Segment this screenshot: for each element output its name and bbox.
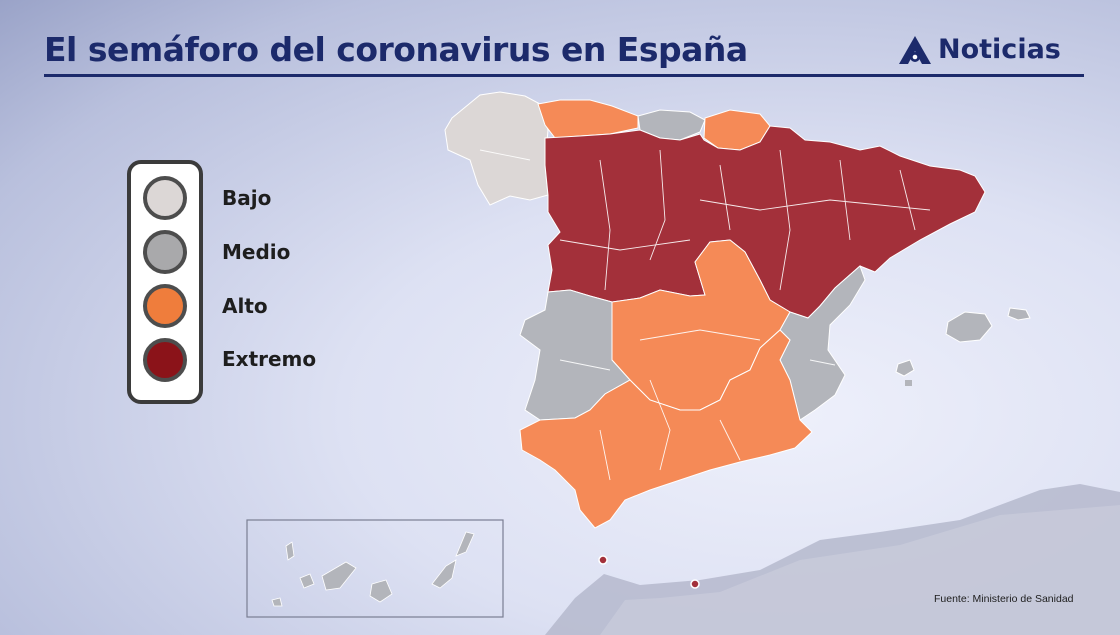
- traffic-light-legend: [127, 160, 203, 404]
- region-galicia: [444, 91, 549, 206]
- legend-label-bajo: Bajo: [222, 186, 272, 210]
- legend-label-extremo: Extremo: [222, 347, 317, 371]
- brand-name: Noticias: [938, 34, 1061, 65]
- light-medio: [143, 230, 187, 274]
- light-alto: [143, 284, 187, 328]
- region-ceuta: [598, 555, 608, 565]
- region-formentera: [905, 380, 912, 386]
- region-south-alto: [519, 329, 813, 529]
- region-mallorca: [945, 311, 993, 343]
- region-melilla: [690, 579, 700, 589]
- region-menorca: [1007, 307, 1031, 321]
- legend-label-alto: Alto: [222, 294, 268, 318]
- brand-logo: Noticias: [898, 34, 1061, 65]
- region-asturias: [537, 99, 639, 139]
- province-borders: [479, 149, 931, 481]
- africa-landmass-light: [600, 505, 1120, 635]
- source-note: Fuente: Ministerio de Sanidad: [934, 593, 1074, 605]
- canary-islands: [271, 531, 475, 607]
- canary-islands-inset: [246, 519, 504, 618]
- light-bajo: [143, 176, 187, 220]
- title-underline: [44, 74, 1084, 77]
- light-extremo: [143, 338, 187, 382]
- antena3-logo-icon: [899, 35, 931, 64]
- page-title: El semáforo del coronavirus en España: [44, 30, 748, 69]
- region-ibiza: [895, 359, 915, 377]
- legend-label-medio: Medio: [222, 240, 291, 264]
